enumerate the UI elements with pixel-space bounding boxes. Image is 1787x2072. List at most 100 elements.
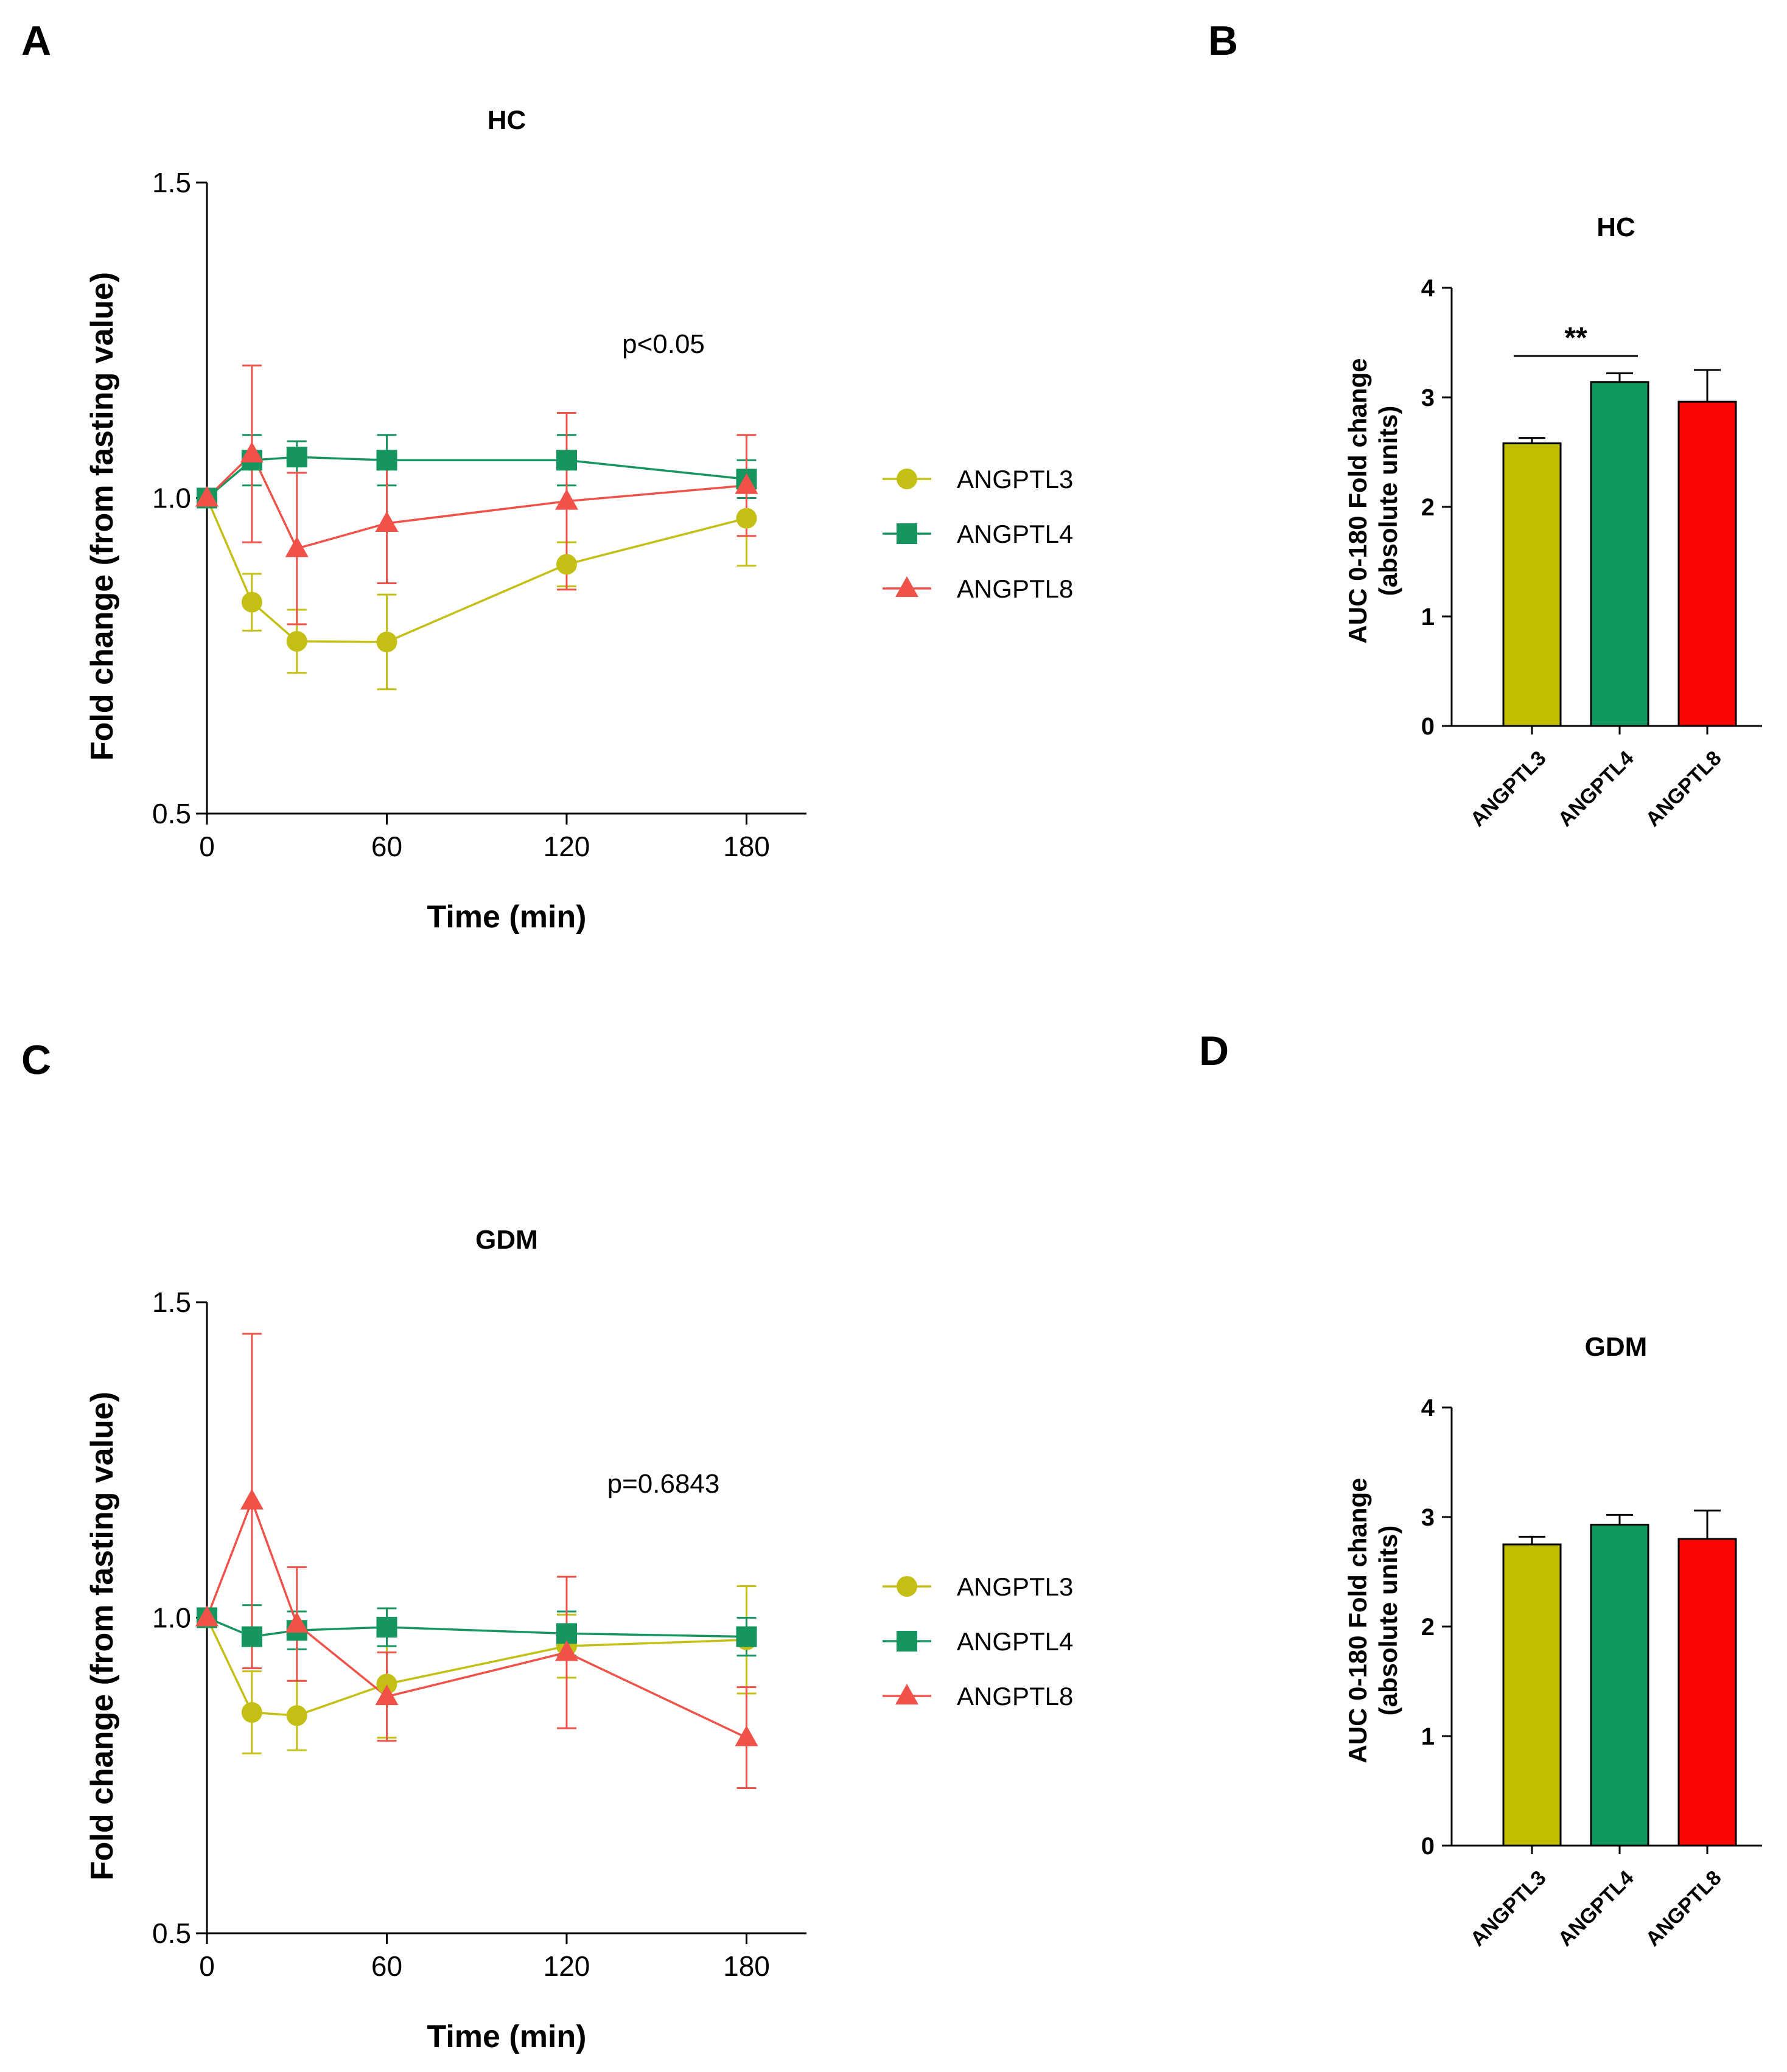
data-point [556, 450, 577, 471]
series-line [206, 1617, 747, 1717]
chart-title: HC [488, 105, 526, 135]
y-tick-label: 0 [1421, 1833, 1435, 1860]
data-point [241, 1702, 262, 1723]
panel-label-c: C [21, 1037, 51, 1083]
y-axis-title: (absolute units) [1374, 406, 1402, 596]
panel-label-d: D [1199, 1028, 1229, 1074]
legend-label: ANGPTL4 [957, 520, 1073, 548]
y-tick-label: 2 [1421, 494, 1435, 521]
legend: ANGPTL3 ANGPTL4 ANGPTL8 [883, 1572, 1073, 1711]
legend-marker [895, 576, 918, 597]
y-tick-label: 1.0 [152, 483, 191, 514]
bar-angptl8 [1677, 400, 1737, 727]
y-tick-label: 2 [1421, 1614, 1435, 1641]
data-point [375, 511, 399, 532]
bar-angptl3 [1502, 1543, 1562, 1847]
x-tick-label: 0 [199, 831, 215, 862]
x-tick-label: 0 [199, 1950, 215, 1982]
chart-title: GDM [475, 1225, 538, 1255]
x-tick-label: ANGPTL8 [1642, 747, 1726, 831]
legend-label: ANGPTL3 [957, 465, 1073, 494]
y-axis-title: Fold change (from fasting value) [85, 1392, 120, 1880]
data-point [240, 1488, 264, 1510]
y-tick-label: 1.0 [152, 1602, 191, 1634]
bar-chart-d: GDM 0 1 2 3 4 AUC 0-180 Fold change (absolute u… [1343, 1332, 1762, 1951]
x-tick-label: 180 [723, 1950, 770, 1982]
legend-marker [897, 523, 917, 544]
x-axis-title: Time (min) [427, 899, 587, 935]
panel-label-b: B [1208, 18, 1238, 64]
data-point [241, 591, 262, 613]
data-point [195, 486, 219, 507]
y-tick-label: 1.5 [152, 1286, 191, 1318]
y-tick-label: 0.5 [152, 1917, 191, 1949]
y-tick-label: 1 [1421, 1723, 1435, 1750]
y-tick-label: 1.5 [152, 167, 191, 198]
p-value-annotation: p=0.6843 [607, 1469, 720, 1499]
data-point [556, 554, 577, 575]
data-point [736, 508, 757, 529]
legend-marker [897, 469, 917, 489]
markers-angptl4 [197, 447, 757, 509]
series-line [206, 1498, 747, 1739]
data-point [240, 441, 264, 462]
line-chart-a: HC 0.5 1.0 1.5 0 60 120 180 Time (min) Fold chang… [85, 105, 1073, 935]
series-angptl8 [206, 365, 757, 626]
x-tick-label: ANGPTL4 [1554, 747, 1638, 831]
x-tick-label: 60 [371, 831, 402, 862]
data-point [376, 1673, 397, 1695]
y-axis-title: AUC 0-180 Fold change [1343, 358, 1372, 643]
chart-title: GDM [1585, 1332, 1648, 1362]
legend: ANGPTL3 ANGPTL4 ANGPTL8 [883, 465, 1073, 603]
panel-label-a: A [21, 18, 51, 64]
data-point [735, 473, 758, 494]
bar-angptl8 [1677, 1538, 1737, 1847]
y-tick-label: 3 [1421, 1504, 1435, 1531]
x-axis-title: Time (min) [427, 2019, 587, 2054]
data-point [376, 1617, 397, 1638]
data-point [376, 450, 397, 471]
data-point [285, 536, 309, 557]
x-tick-label: 60 [371, 1950, 402, 1982]
bar-chart-b: HC 0 1 2 3 4 AUC 0-180 Fold change (absolute un… [1343, 212, 1762, 831]
data-point [735, 1725, 758, 1746]
p-value-annotation: p<0.05 [622, 329, 705, 359]
series-line [206, 497, 747, 643]
bar-angptl4 [1590, 1524, 1649, 1847]
y-axis-title: AUC 0-180 Fold change [1343, 1477, 1372, 1763]
markers-angptl4 [197, 1607, 757, 1647]
legend-label: ANGPTL8 [957, 1682, 1073, 1711]
markers-angptl8 [195, 441, 758, 557]
legend-label: ANGPTL4 [957, 1627, 1073, 1656]
data-point [555, 489, 578, 510]
chart-title: HC [1596, 212, 1635, 242]
y-axis-title: Fold change (from fasting value) [85, 272, 120, 761]
y-tick-label: 3 [1421, 385, 1435, 411]
x-tick-label: ANGPTL8 [1642, 1866, 1726, 1951]
legend-marker [897, 1576, 917, 1597]
data-point [286, 630, 307, 652]
x-tick-label: 120 [544, 1950, 590, 1982]
y-tick-label: 4 [1421, 275, 1435, 302]
series-line [206, 452, 747, 550]
data-point [285, 1611, 309, 1633]
data-point [195, 1605, 219, 1627]
markers-angptl8 [195, 1488, 758, 1746]
x-tick-label: 180 [723, 831, 770, 862]
data-point [375, 1684, 399, 1706]
y-tick-label: 0.5 [152, 798, 191, 829]
data-point [241, 1626, 262, 1647]
data-point [555, 1640, 578, 1661]
legend-label: ANGPTL8 [957, 574, 1073, 603]
data-point [286, 1705, 307, 1726]
bar-angptl4 [1590, 381, 1649, 727]
markers-angptl3 [197, 1607, 757, 1726]
y-tick-label: 1 [1421, 604, 1435, 630]
legend-label: ANGPTL3 [957, 1572, 1073, 1601]
x-tick-label: ANGPTL3 [1466, 1866, 1551, 1951]
significance-label: ** [1564, 322, 1587, 354]
data-point [376, 631, 397, 652]
series-angptl3 [206, 470, 757, 691]
line-chart-c: GDM 0.5 1.0 1.5 0 60 120 180 Time (min) Fold chan… [85, 1225, 1073, 2054]
